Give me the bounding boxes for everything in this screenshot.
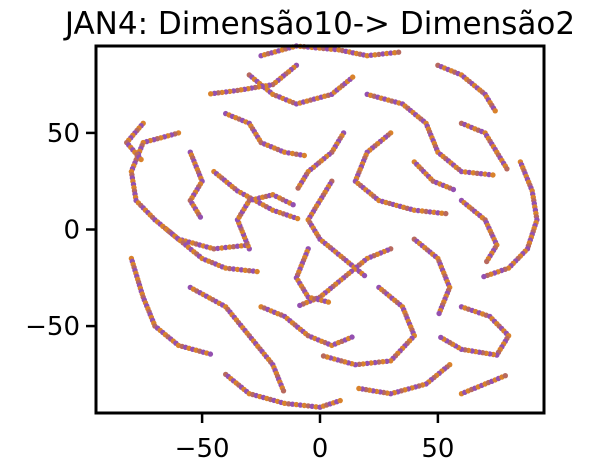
data-point	[478, 171, 484, 177]
data-point	[328, 46, 334, 52]
data-point	[427, 209, 433, 215]
data-point	[293, 151, 300, 157]
data-point	[208, 91, 214, 97]
data-point	[350, 74, 356, 80]
data-point	[356, 385, 362, 392]
data-point	[246, 268, 252, 274]
data-point	[349, 334, 355, 340]
data-point	[490, 172, 496, 178]
data-point	[301, 152, 307, 159]
y-tick-label: −50	[25, 312, 80, 342]
data-point	[384, 50, 390, 57]
data-point	[280, 388, 287, 394]
chart-title: JAN4: Dimensão10-> Dimensão2	[64, 6, 576, 42]
data-point	[305, 403, 311, 409]
x-tick-label: −50	[175, 434, 230, 464]
data-point	[395, 49, 402, 55]
data-point	[332, 46, 338, 53]
data-point	[234, 266, 241, 273]
data-point	[384, 358, 390, 364]
data-point	[297, 402, 304, 408]
data-point	[415, 207, 421, 214]
data-point	[138, 156, 144, 163]
data-point	[450, 186, 457, 193]
data-point	[207, 351, 214, 357]
data-point	[290, 202, 296, 208]
data-point	[466, 169, 472, 176]
data-point	[325, 299, 332, 305]
data-point	[458, 168, 465, 175]
data-point	[337, 397, 343, 404]
data-point	[388, 50, 394, 56]
data-point	[364, 360, 370, 367]
data-points	[124, 43, 540, 410]
data-point	[484, 258, 490, 265]
data-point	[234, 243, 241, 249]
data-point	[281, 149, 288, 155]
data-point	[230, 266, 237, 272]
data-point	[295, 185, 301, 191]
data-point	[313, 404, 319, 410]
data-point	[481, 273, 487, 280]
data-point	[368, 52, 374, 58]
data-point	[492, 108, 498, 114]
data-point	[211, 246, 217, 252]
data-point	[474, 170, 480, 176]
data-point	[226, 244, 233, 250]
data-point	[356, 361, 362, 367]
data-point	[443, 210, 449, 217]
data-point	[230, 244, 237, 250]
data-point	[438, 334, 444, 341]
data-point	[285, 401, 292, 407]
data-point	[380, 359, 386, 365]
data-point	[301, 402, 307, 409]
data-point	[486, 171, 492, 178]
data-point	[423, 208, 429, 215]
data-point	[238, 243, 245, 249]
data-point	[380, 51, 386, 57]
data-point	[435, 210, 441, 216]
data-point	[439, 210, 445, 216]
data-point	[462, 169, 469, 175]
data-point	[502, 373, 508, 379]
data-point	[289, 401, 296, 407]
data-point	[320, 353, 327, 359]
data-point	[223, 244, 229, 251]
data-point	[226, 265, 233, 272]
data-point	[372, 52, 378, 58]
x-tick-label: 50	[421, 434, 454, 464]
data-point	[293, 401, 300, 408]
data-point	[504, 166, 510, 172]
y-tick-label: 50	[47, 119, 80, 149]
y-tick-label: 0	[63, 216, 80, 246]
data-point	[215, 245, 221, 252]
data-point	[411, 207, 417, 213]
data-point	[294, 215, 301, 222]
data-point	[297, 302, 303, 309]
data-point	[254, 268, 260, 275]
data-point	[368, 360, 374, 366]
data-point	[376, 51, 382, 58]
x-tick-label: 0	[312, 434, 329, 464]
data-point	[281, 400, 288, 406]
data-point	[242, 267, 248, 273]
data-point	[436, 310, 442, 317]
data-point	[197, 214, 204, 220]
data-point	[372, 359, 378, 366]
axes: −50 0 50 −50 0 50	[25, 119, 454, 464]
data-point	[361, 272, 368, 279]
data-point	[309, 403, 315, 409]
data-point	[360, 361, 366, 367]
